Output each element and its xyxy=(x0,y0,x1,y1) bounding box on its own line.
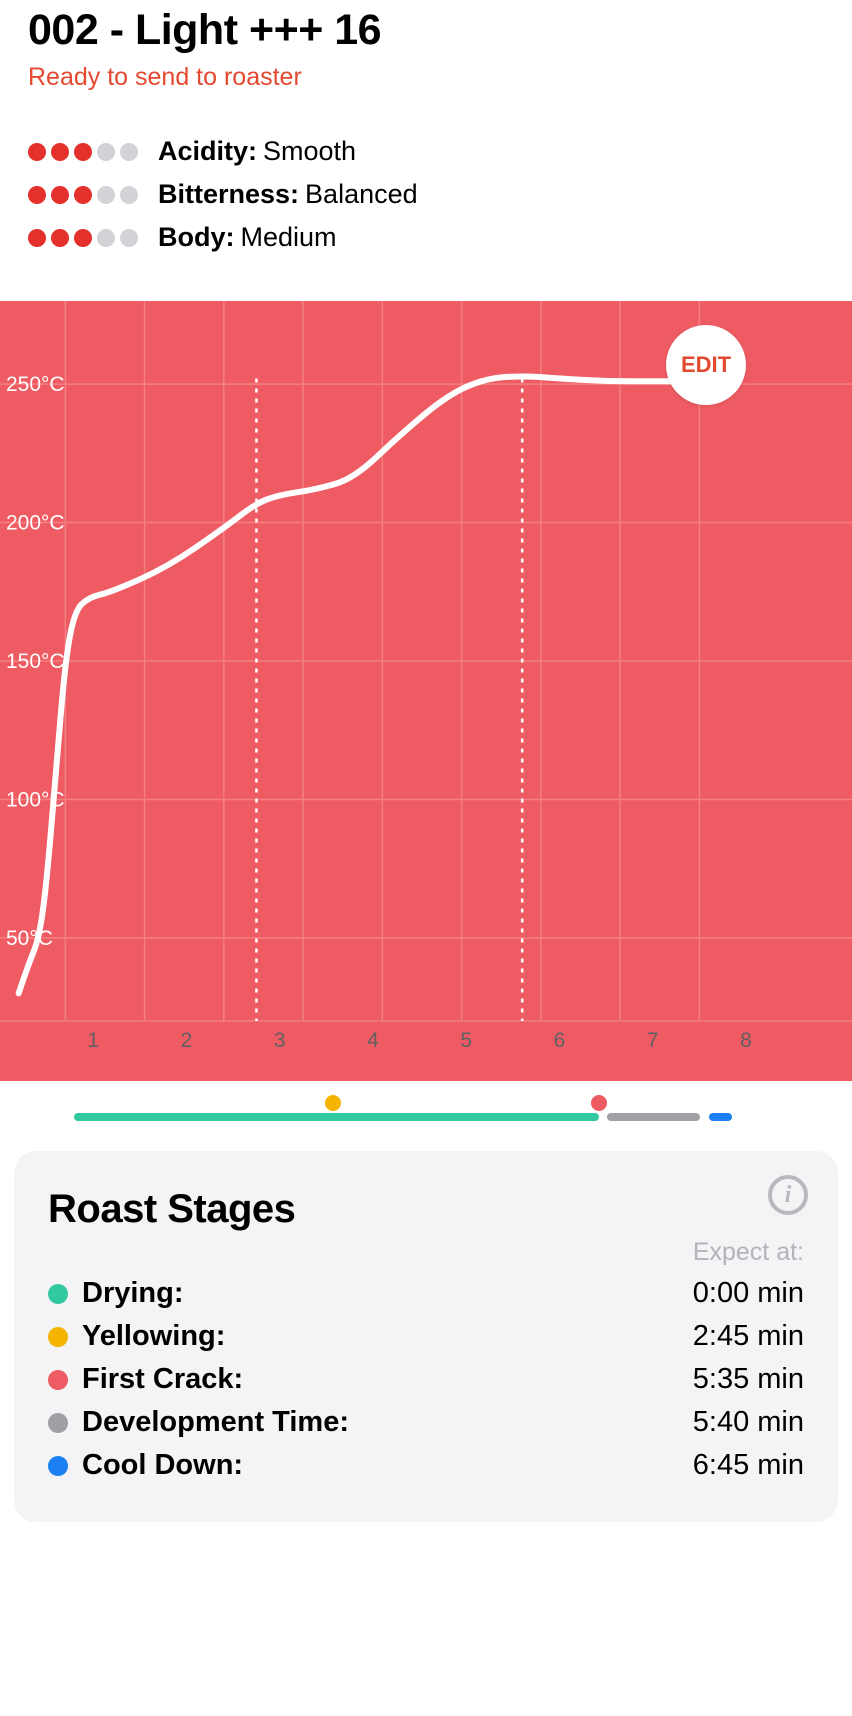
edit-button[interactable]: EDIT xyxy=(666,325,746,405)
stage-label: Development Time: xyxy=(82,1406,349,1439)
timeline-segment xyxy=(709,1113,733,1121)
rating-value: Balanced xyxy=(305,179,418,210)
dot-empty-icon xyxy=(120,229,138,247)
svg-text:2: 2 xyxy=(181,1029,193,1052)
dot-filled-icon xyxy=(74,186,92,204)
stage-time: 5:35 min xyxy=(693,1363,804,1396)
dot-empty-icon xyxy=(120,143,138,161)
stage-label: Cool Down: xyxy=(82,1449,243,1482)
stage-row: Yellowing: 2:45 min xyxy=(48,1320,804,1353)
stage-color-icon xyxy=(48,1284,68,1304)
svg-text:4: 4 xyxy=(367,1029,379,1052)
svg-text:1: 1 xyxy=(87,1029,99,1052)
expect-at-label: Expect at: xyxy=(48,1238,804,1267)
stage-color-icon xyxy=(48,1413,68,1433)
rating-label: Body: xyxy=(158,222,235,253)
rating-dots xyxy=(28,143,158,161)
rating-label: Bitterness: xyxy=(158,179,299,210)
stage-time: 6:45 min xyxy=(693,1449,804,1482)
timeline-segment xyxy=(74,1113,599,1121)
stage-color-icon xyxy=(48,1327,68,1347)
rating-dots xyxy=(28,186,158,204)
dot-filled-icon xyxy=(28,186,46,204)
stage-label: Yellowing: xyxy=(82,1320,225,1353)
svg-text:200°C: 200°C xyxy=(6,512,65,535)
rating-value: Medium xyxy=(241,222,337,253)
dot-filled-icon xyxy=(51,229,69,247)
dot-empty-icon xyxy=(97,186,115,204)
stage-time: 2:45 min xyxy=(693,1320,804,1353)
svg-text:250°C: 250°C xyxy=(6,373,65,396)
stage-label: Drying: xyxy=(82,1277,184,1310)
stage-color-icon xyxy=(48,1370,68,1390)
dot-filled-icon xyxy=(51,186,69,204)
dot-filled-icon xyxy=(74,229,92,247)
stage-label: First Crack: xyxy=(82,1363,243,1396)
page-title: 002 - Light +++ 16 xyxy=(28,6,824,55)
svg-text:150°C: 150°C xyxy=(6,650,65,673)
ratings-block: Acidity: Smooth Bitterness: Balanced Body:… xyxy=(0,136,852,253)
card-title: Roast Stages xyxy=(48,1187,804,1232)
info-icon[interactable]: i xyxy=(768,1175,808,1215)
svg-text:8: 8 xyxy=(740,1029,752,1052)
svg-text:6: 6 xyxy=(554,1029,566,1052)
dot-filled-icon xyxy=(51,143,69,161)
dot-empty-icon xyxy=(97,229,115,247)
timeline-segment xyxy=(607,1113,700,1121)
timeline-marker-icon xyxy=(325,1095,341,1111)
svg-text:50°C: 50°C xyxy=(6,927,53,950)
dot-empty-icon xyxy=(97,143,115,161)
rating-label: Acidity: xyxy=(158,136,257,167)
dot-empty-icon xyxy=(120,186,138,204)
rating-row: Acidity: Smooth xyxy=(28,136,824,167)
dot-filled-icon xyxy=(28,229,46,247)
rating-row: Bitterness: Balanced xyxy=(28,179,824,210)
stage-row: Cool Down: 6:45 min xyxy=(48,1449,804,1482)
roast-curve-chart: 50°C100°C150°C200°C250°C12345678 EDIT xyxy=(0,301,852,1081)
rating-row: Body: Medium xyxy=(28,222,824,253)
stage-timeline xyxy=(0,1095,852,1135)
stage-time: 5:40 min xyxy=(693,1406,804,1439)
svg-text:7: 7 xyxy=(647,1029,659,1052)
timeline-marker-icon xyxy=(591,1095,607,1111)
dot-filled-icon xyxy=(28,143,46,161)
stage-time: 0:00 min xyxy=(693,1277,804,1310)
stage-row: First Crack: 5:35 min xyxy=(48,1363,804,1396)
rating-dots xyxy=(28,229,158,247)
svg-text:3: 3 xyxy=(274,1029,286,1052)
status-text: Ready to send to roaster xyxy=(28,63,824,92)
rating-value: Smooth xyxy=(263,136,356,167)
stage-row: Drying: 0:00 min xyxy=(48,1277,804,1310)
stage-color-icon xyxy=(48,1456,68,1476)
roast-stages-card: i Roast Stages Expect at: Drying: 0:00 mi… xyxy=(14,1151,838,1522)
dot-filled-icon xyxy=(74,143,92,161)
stage-row: Development Time: 5:40 min xyxy=(48,1406,804,1439)
svg-text:5: 5 xyxy=(460,1029,472,1052)
